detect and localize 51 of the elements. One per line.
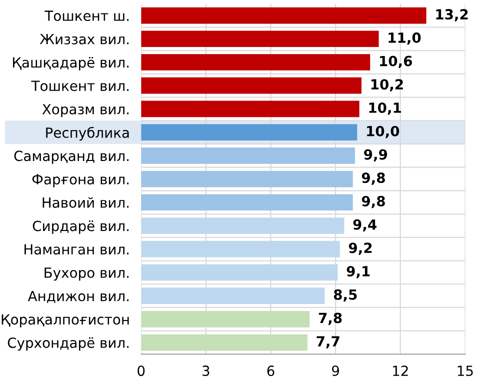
x-tick-label: 6: [267, 366, 274, 376]
data-label: 10,2: [371, 79, 403, 92]
data-label: 13,2: [436, 9, 468, 22]
bar: [141, 170, 353, 188]
data-label: 10,6: [380, 56, 412, 68]
data-label: 8,5: [334, 289, 357, 302]
y-tick-label: Наманган вил.: [24, 244, 129, 255]
bar: [141, 147, 356, 164]
y-tick-label: Навоий вил.: [42, 197, 129, 208]
y-tick-label: Самарқанд вил.: [14, 150, 129, 164]
x-tick-label: 15: [458, 366, 473, 376]
bar: [141, 77, 362, 94]
bar: [141, 54, 370, 70]
bar: [141, 100, 360, 118]
bar: [141, 30, 379, 48]
data-label: 7,7: [316, 336, 340, 348]
data-label: 9,9: [364, 149, 388, 162]
y-tick-label: Сирдарё вил.: [32, 220, 129, 234]
bar: [141, 264, 338, 281]
bar: [141, 7, 426, 24]
x-tick-label: 12: [393, 366, 408, 376]
bar: [141, 310, 310, 328]
data-label: 10,1: [369, 102, 401, 115]
bar: [141, 240, 340, 258]
y-tick-label: Тошкент вил.: [31, 80, 129, 92]
y-tick-label: Сурхондарё вил.: [8, 337, 129, 351]
data-label: 11,0: [388, 32, 421, 45]
x-tick-label: 0: [138, 366, 145, 376]
y-tick-label: Республика: [46, 126, 129, 141]
data-label: 9,2: [348, 242, 372, 255]
y-tick-label: Бухоро вил.: [44, 268, 129, 281]
y-tick-label: Қашқадарё вил.: [12, 56, 129, 70]
y-tick-label: Тошкент ш.: [44, 10, 129, 22]
data-label: 7,8: [318, 312, 342, 325]
bar: [141, 218, 344, 234]
bar: [141, 194, 353, 211]
bar: [141, 124, 358, 140]
data-label: 9,1: [346, 266, 370, 278]
data-label: 9,8: [362, 172, 385, 185]
y-tick-label: Андижон вил.: [28, 290, 129, 304]
data-label: 9,4: [353, 219, 377, 232]
x-tick-label: 9: [332, 366, 340, 376]
y-tick-label: Фарғона вил.: [32, 174, 129, 188]
y-tick-label: Жиззах вил.: [40, 34, 129, 44]
y-tick-label: Хоразм вил.: [42, 104, 129, 118]
data-label: 10,0: [367, 126, 400, 138]
y-tick-label: Қорақалпоғистон: [2, 314, 129, 328]
data-label: 9,8: [362, 196, 385, 208]
x-tick-label: 3: [202, 366, 210, 376]
bar: [141, 288, 325, 304]
bar: [141, 334, 308, 351]
